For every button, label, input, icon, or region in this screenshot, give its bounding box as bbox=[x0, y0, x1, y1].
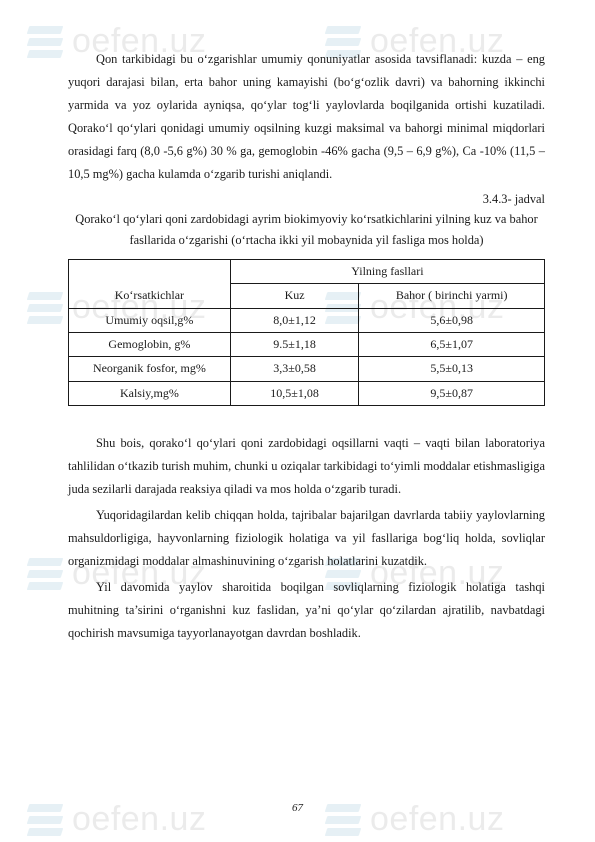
header-span: Yilning fasllari bbox=[230, 259, 544, 283]
cell-value: 9.5±1,18 bbox=[230, 332, 359, 356]
cell-value: 5,5±0,13 bbox=[359, 357, 545, 381]
watermark-icon bbox=[28, 26, 62, 58]
table-caption: Qorako‘l qo‘ylari qoni zardobidagi ayrim… bbox=[68, 209, 545, 251]
table-row: Umumiy oqsil,g% 8,0±1,12 5,6±0,98 bbox=[69, 308, 545, 332]
table-row: Gemoglobin, g% 9.5±1,18 6,5±1,07 bbox=[69, 332, 545, 356]
table-caption-label: 3.4.3- jadval bbox=[68, 192, 545, 207]
cell-label: Umumiy oqsil,g% bbox=[69, 308, 231, 332]
table-header-row-1: Ko‘rsatkichlar Yilning fasllari bbox=[69, 259, 545, 283]
paragraph-3: Yuqoridagilardan kelib chiqqan holda, ta… bbox=[68, 504, 545, 573]
page-number: 67 bbox=[0, 802, 595, 814]
cell-value: 10,5±1,08 bbox=[230, 381, 359, 405]
table-row: Kalsiy,mg% 10,5±1,08 9,5±0,87 bbox=[69, 381, 545, 405]
cell-value: 3,3±0,58 bbox=[230, 357, 359, 381]
header-bahor: Bahor ( birinchi yarmi) bbox=[359, 284, 545, 308]
cell-label: Gemoglobin, g% bbox=[69, 332, 231, 356]
cell-value: 9,5±0,87 bbox=[359, 381, 545, 405]
watermark-icon bbox=[28, 558, 62, 590]
watermark-icon bbox=[28, 292, 62, 324]
cell-label: Kalsiy,mg% bbox=[69, 381, 231, 405]
cell-value: 6,5±1,07 bbox=[359, 332, 545, 356]
paragraph-1: Qon tarkibidagi bu o‘zgarishlar umumiy q… bbox=[68, 48, 545, 186]
header-kuz: Kuz bbox=[230, 284, 359, 308]
cell-value: 8,0±1,12 bbox=[230, 308, 359, 332]
paragraph-4: Yil davomida yaylov sharoitida boqilgan … bbox=[68, 576, 545, 645]
cell-value: 5,6±0,98 bbox=[359, 308, 545, 332]
table-row: Neorganik fosfor, mg% 3,3±0,58 5,5±0,13 bbox=[69, 357, 545, 381]
paragraph-2: Shu bois, qorako‘l qo‘ylari qoni zardobi… bbox=[68, 432, 545, 501]
page-content: Qon tarkibidagi bu o‘zgarishlar umumiy q… bbox=[68, 48, 545, 648]
cell-label: Neorganik fosfor, mg% bbox=[69, 357, 231, 381]
header-indicator: Ko‘rsatkichlar bbox=[69, 259, 231, 308]
data-table: Ko‘rsatkichlar Yilning fasllari Kuz Baho… bbox=[68, 259, 545, 406]
